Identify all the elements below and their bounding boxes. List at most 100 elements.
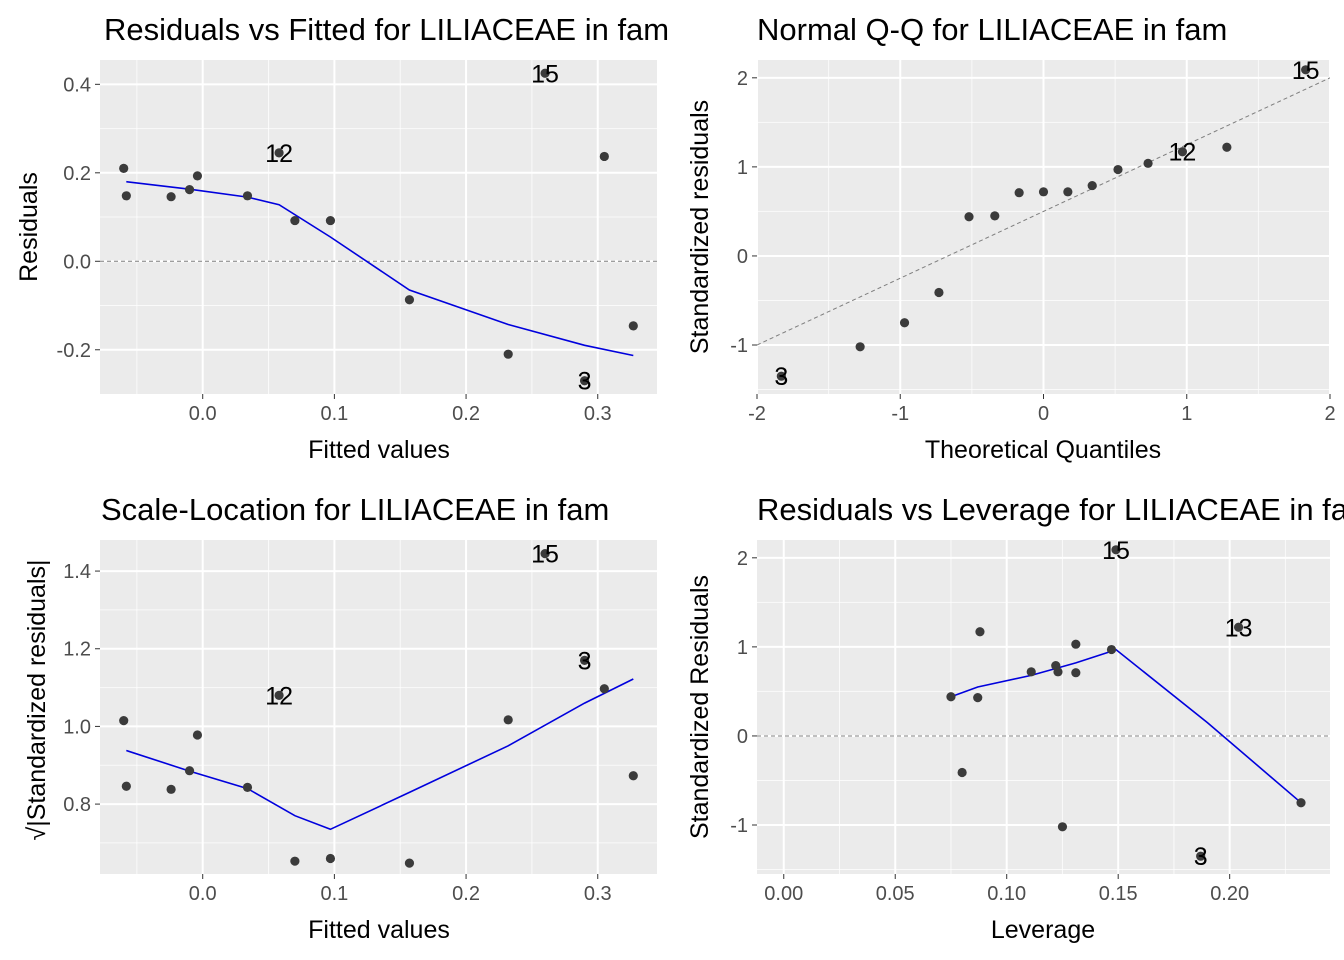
gridlines [100, 540, 657, 874]
point-labels-layer: 15 12 3 [774, 57, 1319, 391]
y-tick-label: 2 [737, 548, 748, 570]
data-point [290, 856, 300, 866]
x-axis-ticks: 0.00 0.05 0.10 0.15 0.20 [764, 874, 1249, 905]
y-tick-label: 0.2 [63, 163, 91, 185]
x-axis-ticks: -2 -1 0 1 2 [748, 394, 1336, 425]
x-tick-label: 0.3 [584, 883, 612, 905]
data-point [1026, 667, 1036, 677]
data-point [119, 163, 129, 173]
x-tick-label: 1 [1181, 403, 1192, 425]
y-axis-title: Standardized residuals [686, 100, 714, 354]
x-tick-label: 0.3 [584, 403, 612, 425]
y-tick-label: 0 [737, 726, 748, 748]
data-point [1222, 142, 1232, 152]
data-point [1057, 822, 1068, 832]
data-point [274, 690, 284, 700]
point-label: 13 [1225, 614, 1253, 642]
data-point [946, 692, 956, 702]
data-point [119, 715, 129, 726]
data-point [1038, 187, 1049, 197]
gridlines [757, 540, 1330, 874]
data-point [973, 693, 983, 703]
smooth-line [126, 180, 634, 357]
y-tick-label: 0.4 [63, 74, 91, 96]
panel-title: Normal Q-Q for LILIACEAE in fam [757, 12, 1227, 47]
data-point [1296, 798, 1306, 808]
data-point [242, 191, 253, 201]
y-tick-label: 1 [737, 157, 748, 179]
smooth-line-layer [126, 180, 634, 357]
data-point [540, 548, 550, 559]
x-tick-label: 0.05 [876, 883, 915, 905]
x-tick-label: 0.0 [189, 883, 217, 905]
data-point [990, 211, 1000, 221]
data-point [274, 148, 284, 158]
panel-title: Residuals vs Leverage for LILIACEAE in f… [757, 492, 1344, 527]
data-point [599, 684, 609, 694]
x-tick-label: 0.10 [987, 883, 1026, 905]
data-point [192, 730, 203, 740]
points-layer [119, 68, 638, 386]
panel-residuals-vs-leverage: Residuals vs Leverage for LILIACEAE in f… [686, 492, 1344, 944]
data-point [404, 295, 415, 305]
x-axis-title: Theoretical Quantiles [925, 436, 1161, 464]
points-layer [946, 545, 1306, 861]
reference-line [757, 77, 1330, 346]
data-point [184, 766, 195, 776]
y-tick-label: 0.8 [63, 794, 91, 816]
data-point [1233, 622, 1244, 632]
data-point [121, 781, 131, 791]
point-label: 3 [1194, 843, 1208, 871]
data-point [964, 212, 974, 222]
data-point [325, 853, 336, 864]
data-point [503, 349, 513, 359]
x-axis-ticks: 0.0 0.1 0.2 0.3 [189, 874, 612, 905]
data-point [579, 376, 590, 386]
y-axis-title: √|Standardized residuals| [23, 559, 51, 840]
x-tick-label: 0.1 [320, 883, 348, 905]
data-point [855, 342, 865, 352]
data-point [121, 191, 131, 201]
x-axis-title: Fitted values [308, 916, 450, 944]
y-tick-label: -0.2 [57, 340, 91, 362]
y-tick-label: -1 [730, 335, 748, 357]
y-tick-label: -1 [730, 815, 748, 837]
x-axis-title: Leverage [991, 916, 1095, 944]
data-point [599, 151, 609, 162]
y-tick-label: 0 [737, 246, 748, 268]
y-tick-label: 0.0 [63, 251, 91, 273]
point-label: 3 [774, 363, 788, 391]
data-point [1177, 147, 1188, 157]
plot-area [100, 60, 657, 394]
data-point [242, 782, 253, 792]
data-point [166, 784, 176, 794]
smooth-line-layer [126, 678, 634, 831]
point-label: 12 [265, 682, 293, 710]
data-point [192, 171, 203, 181]
y-axis-title: Residuals [15, 172, 43, 282]
y-tick-label: 1.4 [63, 561, 91, 583]
data-point [1053, 667, 1063, 677]
x-tick-label: 2 [1324, 403, 1335, 425]
data-point [1196, 851, 1206, 861]
data-point [628, 771, 638, 781]
data-point [776, 371, 786, 381]
data-point [184, 185, 195, 195]
point-label: 3 [578, 647, 592, 675]
data-point [899, 318, 910, 328]
data-point [166, 192, 176, 202]
point-labels-layer: 15 12 3 [265, 60, 591, 395]
data-point [975, 627, 985, 637]
x-tick-label: 0.1 [320, 403, 348, 425]
data-point [503, 715, 513, 725]
y-axis-ticks: -1 0 1 2 [730, 548, 757, 837]
data-point [1087, 180, 1097, 191]
points-layer [119, 548, 638, 868]
data-point [1063, 187, 1073, 197]
data-point [1071, 639, 1081, 649]
x-axis-ticks: 0.0 0.1 0.2 0.3 [189, 394, 612, 425]
y-axis-ticks: -0.2 0.0 0.2 0.4 [57, 74, 100, 362]
point-label: 15 [1292, 57, 1320, 85]
panel-title: Residuals vs Fitted for LILIACEAE in fam [104, 12, 669, 47]
